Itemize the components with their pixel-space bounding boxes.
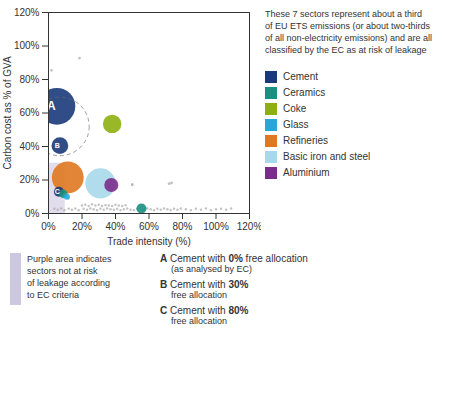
html-text:B Cement with 30%: B Cement with 30% — [160, 279, 249, 290]
html-text:Ceramics: Ceramics — [283, 87, 326, 99]
svg-text:C: C — [55, 188, 60, 195]
svg-text:Trade intensity (%): Trade intensity (%) — [107, 236, 191, 247]
html-text:Basic iron and steel: Basic iron and steel — [283, 151, 371, 163]
svg-text:20%: 20% — [72, 221, 92, 232]
html-text:A Cement with 0% free allocati: A Cement with 0% free allocation — [160, 253, 308, 264]
svg-text:80%: 80% — [19, 74, 39, 85]
svg-text:60%: 60% — [139, 221, 159, 232]
svg-text:40%: 40% — [105, 221, 125, 232]
html-text:Aluminium: Aluminium — [283, 167, 330, 179]
svg-text:20%: 20% — [19, 174, 39, 185]
html-text:Coke: Coke — [283, 103, 307, 115]
html-text:free allocation: free allocation — [171, 290, 227, 300]
svg-text:100%: 100% — [203, 221, 229, 232]
svg-text:60%: 60% — [19, 107, 39, 118]
svg-text:0%: 0% — [25, 208, 40, 219]
svg-text:80%: 80% — [172, 221, 192, 232]
html-text:free allocation: free allocation — [171, 316, 227, 326]
svg-text:0%: 0% — [41, 221, 56, 232]
svg-text:100%: 100% — [14, 40, 40, 51]
svg-text:120%: 120% — [14, 7, 40, 18]
svg-text:B: B — [55, 142, 60, 149]
html-text:Glass: Glass — [283, 119, 309, 131]
svg-text:120%: 120% — [237, 221, 261, 232]
html-text:Cement: Cement — [283, 71, 318, 83]
svg-text:A: A — [47, 99, 56, 114]
html-text:These 7 sectors represent abou: These 7 sectors represent about a third … — [265, 9, 433, 56]
html-text:Purple area indicates sectors: Purple area indicates sectors not at ris… — [27, 254, 112, 301]
html-text:C Cement with 80%: C Cement with 80% — [160, 305, 249, 316]
svg-text:Carbon cost as % of GVA: Carbon cost as % of GVA — [2, 56, 13, 170]
html-text:(as analysed by EC): (as analysed by EC) — [171, 264, 252, 274]
html-text:Refineries: Refineries — [283, 135, 328, 147]
svg-text:40%: 40% — [19, 141, 39, 152]
